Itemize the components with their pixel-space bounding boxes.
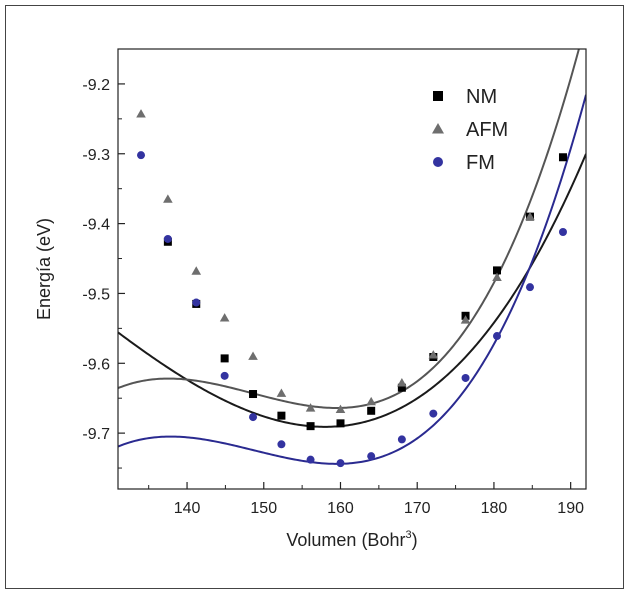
data-point-fm [558, 227, 567, 236]
plot-area-border [117, 48, 587, 490]
data-point-afm [191, 266, 202, 275]
y-axis-label: Energía (eV) [34, 218, 54, 320]
legend: NM AFM FM [432, 86, 508, 174]
y-tick-label: -9.3 [82, 147, 110, 164]
x-tick-label: 150 [250, 500, 277, 517]
data-point-fm [306, 455, 315, 464]
data-point-nm [249, 390, 258, 399]
data-point-nm [367, 406, 376, 415]
data-points [136, 109, 567, 468]
data-point-fm [336, 459, 345, 468]
data-point-afm [460, 315, 471, 324]
data-point-afm [525, 211, 535, 221]
data-point-fm [525, 283, 534, 292]
data-point-nm [306, 422, 315, 431]
data-point-nm [220, 354, 229, 363]
legend-label-afm: AFM [466, 119, 508, 141]
x-tick-label: 170 [404, 500, 431, 517]
data-point-fm [367, 452, 376, 461]
y-axis-ticks: -9.2 -9.3 -9.4 -9.5 -9.6 -9.7 [82, 77, 125, 469]
data-point-fm [220, 371, 229, 380]
data-point-afm [163, 194, 173, 203]
data-point-fm [249, 413, 258, 422]
data-point-fm [429, 409, 438, 418]
data-point-nm [277, 411, 286, 420]
legend-marker-fm [433, 157, 443, 167]
legend-label-nm: NM [466, 86, 497, 108]
data-point-nm [493, 266, 502, 275]
x-tick-label: 180 [481, 500, 508, 517]
data-point-afm [276, 388, 287, 397]
fit-curves [118, 49, 586, 465]
x-axis-label: Volumen (Bohr3) [286, 529, 417, 550]
legend-marker-afm [432, 123, 444, 134]
fit-curve-nm [118, 153, 586, 428]
legend-label-fm: FM [466, 152, 495, 174]
data-point-afm [428, 350, 439, 359]
y-tick-label: -9.6 [82, 356, 110, 373]
data-point-afm [397, 378, 407, 387]
x-tick-label: 140 [174, 500, 201, 517]
y-tick-label: -9.5 [82, 286, 110, 303]
data-point-afm [492, 272, 502, 281]
data-point-afm [136, 109, 146, 118]
x-tick-label: 190 [557, 500, 584, 517]
data-point-nm [558, 153, 567, 162]
y-tick-label: -9.7 [82, 426, 110, 443]
data-point-nm [397, 383, 406, 392]
x-axis-ticks: 140 150 160 170 180 190 [148, 482, 584, 517]
energy-volume-chart: 140 150 160 170 180 190 -9.2-9.3-9.4-9.5-9.6-… [34, 48, 587, 550]
y-tick-label: -9.4 [82, 217, 110, 234]
data-point-fm [277, 440, 286, 449]
data-point-fm [461, 373, 470, 382]
legend-marker-nm [433, 91, 443, 101]
figure-frame: 140 150 160 170 180 190 -9.2 -9.3 -9.4 -9.5 -9.6-… [5, 5, 624, 589]
fit-curve-fm [118, 94, 586, 465]
data-point-fm [192, 298, 201, 307]
data-point-afm [219, 313, 230, 322]
data-point-fm [493, 332, 502, 341]
data-point-fm [137, 151, 146, 160]
data-point-afm [335, 404, 346, 413]
data-point-nm [336, 419, 345, 428]
fit-curve-afm [118, 49, 580, 409]
data-point-fm [163, 234, 172, 243]
data-point-afm [305, 403, 316, 412]
data-point-afm [366, 396, 376, 406]
data-point-fm [397, 435, 406, 444]
data-point-afm [248, 351, 258, 360]
x-tick-label: 160 [327, 500, 354, 517]
y-tick-label: -9.2 [82, 77, 110, 94]
